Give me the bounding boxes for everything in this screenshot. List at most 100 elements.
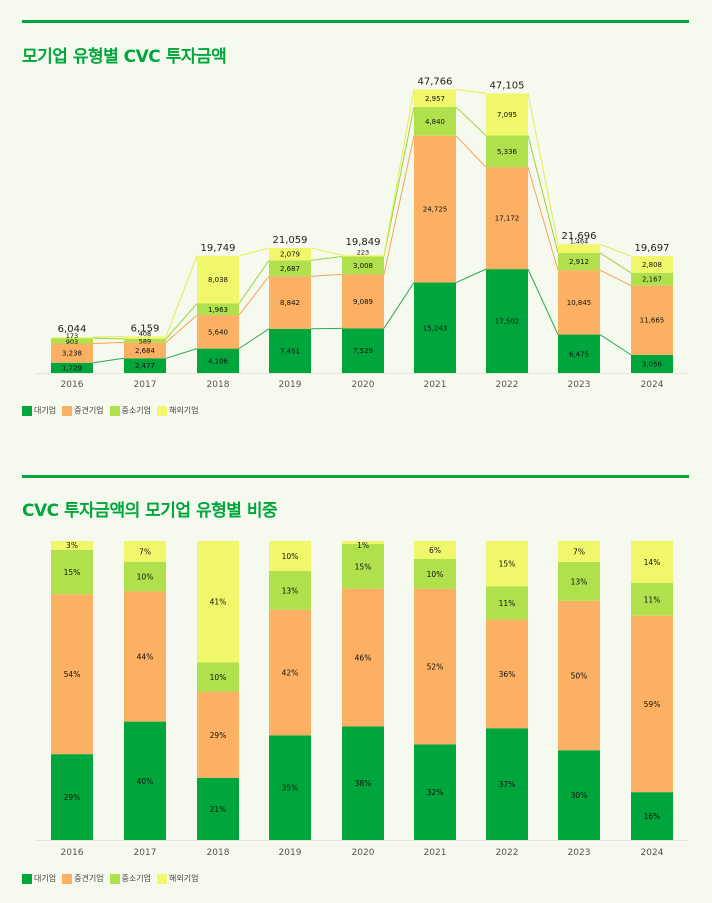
connector-line [383, 89, 415, 256]
total-label: 21,696 [562, 231, 597, 242]
data-label: 223 [357, 249, 369, 257]
connector-line [165, 303, 198, 340]
bar-segment [414, 541, 456, 559]
data-label: 6,475 [569, 350, 589, 358]
bar-segment [124, 336, 166, 339]
data-label: 44% [137, 652, 154, 661]
bar-segment [342, 274, 384, 329]
bar-segment [269, 570, 311, 610]
connector-line [455, 106, 487, 136]
x-tick-label: 2020 [352, 848, 375, 858]
connector-line [599, 269, 632, 287]
data-label: 1% [357, 541, 369, 550]
bar-segment [197, 777, 239, 840]
bar-segment [486, 135, 528, 168]
bar-segment [631, 792, 673, 840]
bar-segment [269, 248, 311, 261]
x-tick-label: 2023 [568, 848, 591, 858]
x-tick-label: 2017 [134, 848, 157, 858]
data-label: 3,238 [62, 350, 82, 358]
bar-segment [486, 541, 528, 587]
x-tick-label: 2021 [424, 380, 447, 390]
connector-line [599, 252, 632, 274]
chart1-legend: 대기업 중견기업 중소기업 해외기업 [22, 405, 198, 416]
bar-segment [486, 269, 528, 373]
data-label: 2,079 [280, 251, 300, 259]
connector-line [599, 334, 632, 356]
legend-label: 중견기업 [74, 406, 104, 415]
data-label: 7% [573, 547, 585, 556]
x-tick-label: 2022 [496, 848, 519, 858]
data-label: 17,172 [495, 215, 520, 223]
data-label: 36% [499, 670, 516, 679]
x-tick-label: 2018 [207, 380, 230, 390]
data-label: 59% [644, 700, 661, 709]
bar-segment [486, 586, 528, 620]
connector-line [599, 243, 632, 257]
bar-segment [197, 255, 239, 304]
data-label: 408 [139, 330, 151, 338]
bar-segment [486, 93, 528, 136]
legend-label: 중소기업 [121, 406, 151, 415]
data-label: 3,008 [353, 262, 373, 270]
bar-segment [197, 348, 239, 373]
data-label: 2,477 [135, 362, 155, 370]
bar-segment [342, 328, 384, 373]
data-label: 29% [210, 731, 227, 740]
data-label: 8,038 [208, 276, 228, 284]
bar-segment [486, 728, 528, 840]
bar-segment [558, 252, 600, 271]
bar-segment [269, 609, 311, 736]
connector-line [310, 247, 343, 256]
bar-segment [342, 588, 384, 727]
data-label: 46% [355, 654, 372, 663]
bar-segment [197, 662, 239, 692]
data-label: 54% [64, 670, 81, 679]
data-label: 4,840 [425, 118, 445, 126]
data-label: 32% [427, 788, 444, 797]
bar-segment [124, 338, 166, 343]
connector-line [383, 106, 415, 257]
data-label: 589 [139, 338, 151, 346]
bar-segment [414, 282, 456, 373]
data-label: 7,451 [280, 347, 300, 355]
bar-segment [124, 358, 166, 373]
total-label: 6,159 [131, 323, 160, 334]
chart1-top-rule [22, 20, 689, 23]
connector-line [92, 337, 125, 340]
chart2-title: CVC 투자금액의 모기업 유형별 비중 [22, 501, 278, 521]
data-label: 30% [571, 791, 588, 800]
legend-item: 중견기업 [62, 405, 104, 416]
data-label: 52% [427, 663, 444, 672]
bar-segment [51, 343, 93, 363]
connector-line [165, 314, 198, 343]
chart2-top-rule [22, 475, 689, 478]
data-label: 10% [137, 573, 154, 582]
data-label: 50% [571, 672, 588, 681]
data-label: 2,957 [425, 95, 445, 103]
total-label: 19,697 [635, 243, 670, 254]
connector-line [238, 247, 270, 257]
legend-swatch [109, 873, 120, 884]
bar-segment [414, 135, 456, 283]
x-tick-label: 2024 [641, 848, 664, 858]
data-label: 2,687 [280, 265, 300, 273]
data-label: 4,106 [208, 357, 229, 365]
legend-label: 중소기업 [121, 874, 151, 883]
bar-segment [51, 549, 93, 595]
legend-item: 해외기업 [157, 405, 198, 416]
connector-line [527, 268, 559, 335]
data-label: 7% [139, 547, 151, 556]
legend-swatch [22, 405, 32, 416]
connector-line [455, 268, 487, 283]
data-label: 11,665 [640, 317, 665, 325]
connector-line [455, 89, 487, 94]
data-label: 8,842 [280, 299, 300, 307]
data-label: 29% [64, 793, 81, 802]
bar-segment [414, 89, 456, 108]
bar-segment [414, 558, 456, 589]
data-label: 16% [644, 812, 661, 821]
connector-line [238, 328, 270, 350]
data-label: 11% [499, 599, 516, 608]
bar-segment [269, 260, 311, 277]
